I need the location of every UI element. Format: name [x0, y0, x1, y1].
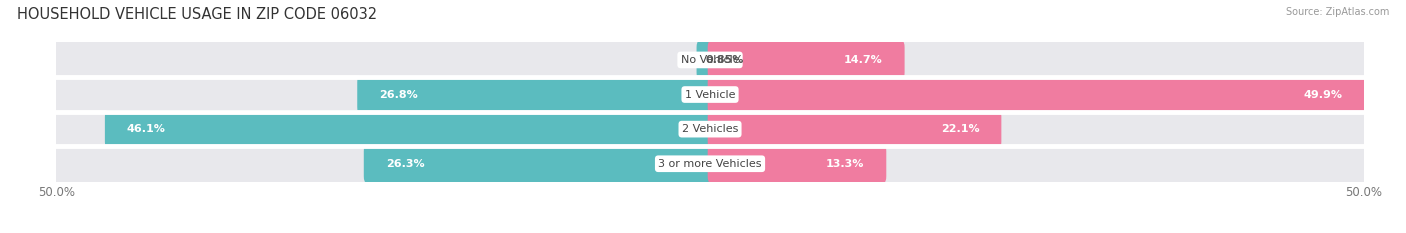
- Text: Source: ZipAtlas.com: Source: ZipAtlas.com: [1285, 7, 1389, 17]
- FancyBboxPatch shape: [53, 145, 1367, 182]
- Text: 46.1%: 46.1%: [127, 124, 166, 134]
- Text: 13.3%: 13.3%: [825, 159, 865, 169]
- Text: 0.85%: 0.85%: [706, 55, 744, 65]
- FancyBboxPatch shape: [53, 110, 1367, 148]
- FancyBboxPatch shape: [707, 76, 1365, 113]
- Text: 3 or more Vehicles: 3 or more Vehicles: [658, 159, 762, 169]
- FancyBboxPatch shape: [53, 76, 1367, 113]
- Text: 49.9%: 49.9%: [1303, 89, 1343, 99]
- FancyBboxPatch shape: [364, 145, 713, 182]
- Text: 26.8%: 26.8%: [380, 89, 418, 99]
- Text: 14.7%: 14.7%: [844, 55, 883, 65]
- FancyBboxPatch shape: [696, 41, 713, 79]
- FancyBboxPatch shape: [707, 145, 886, 182]
- Text: 22.1%: 22.1%: [941, 124, 980, 134]
- FancyBboxPatch shape: [357, 76, 713, 113]
- Text: 26.3%: 26.3%: [385, 159, 425, 169]
- FancyBboxPatch shape: [105, 110, 713, 148]
- Text: HOUSEHOLD VEHICLE USAGE IN ZIP CODE 06032: HOUSEHOLD VEHICLE USAGE IN ZIP CODE 0603…: [17, 7, 377, 22]
- Text: 1 Vehicle: 1 Vehicle: [685, 89, 735, 99]
- FancyBboxPatch shape: [707, 41, 904, 79]
- Text: 2 Vehicles: 2 Vehicles: [682, 124, 738, 134]
- FancyBboxPatch shape: [707, 110, 1001, 148]
- FancyBboxPatch shape: [53, 41, 1367, 79]
- Text: No Vehicle: No Vehicle: [681, 55, 740, 65]
